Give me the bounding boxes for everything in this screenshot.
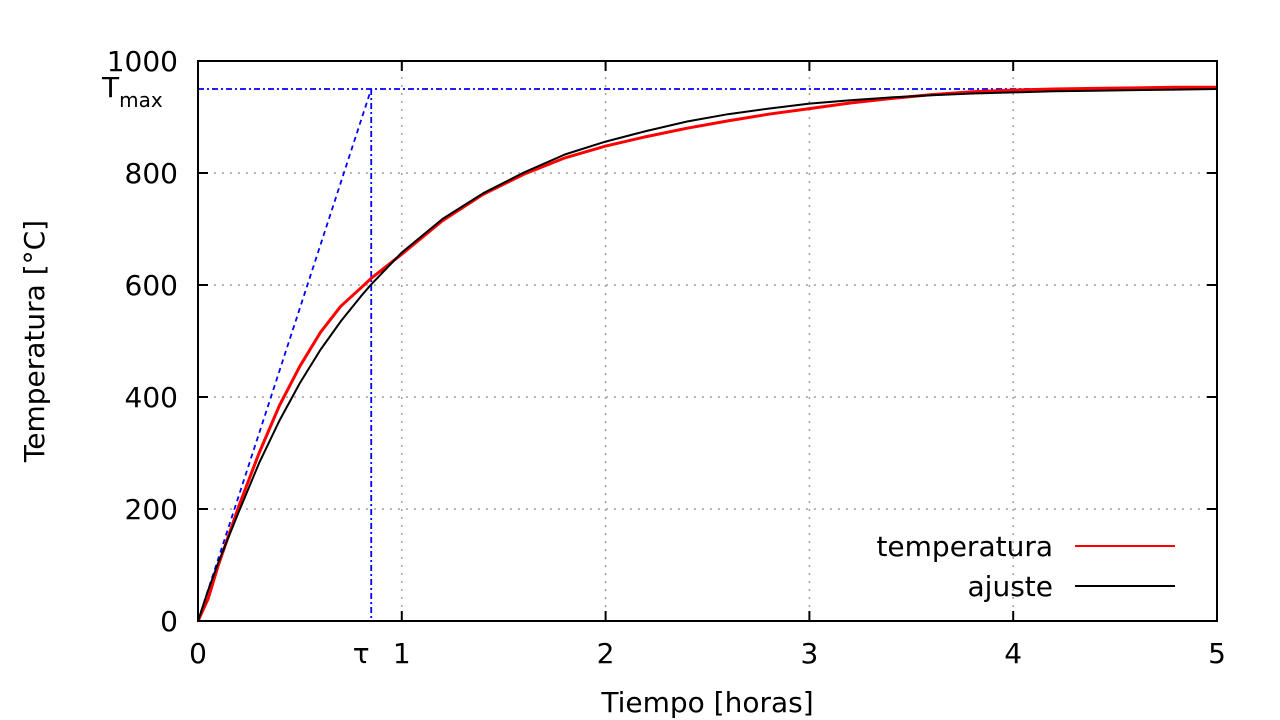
y-tick-label: 200 — [125, 493, 178, 526]
x-tick-label: 5 — [1208, 637, 1226, 670]
legend-label-temperatura: temperatura — [876, 530, 1053, 563]
series-line-temperatura — [196, 85, 1217, 622]
y-tick-label: 800 — [125, 157, 178, 190]
tmax-label-subscript: max — [119, 88, 163, 112]
ticks: 0 1 2 3 4 5 0 200 400 600 800 1000 — [107, 45, 1226, 670]
legend: temperatura ajuste — [876, 530, 1175, 603]
y-tick-label: 400 — [125, 381, 178, 414]
annotations: τ Tmax — [101, 71, 370, 670]
series-line-ajuste — [197, 88, 1218, 622]
x-tick-label: 3 — [800, 637, 818, 670]
x-tick-label: 2 — [597, 637, 615, 670]
plot-frame — [197, 60, 1218, 622]
y-tick-label: 600 — [125, 269, 178, 302]
tau-label: τ — [353, 637, 370, 670]
x-tick-label: 0 — [189, 637, 207, 670]
y-tick-label: 0 — [160, 605, 178, 638]
series — [196, 85, 1218, 622]
x-tick-label: 4 — [1004, 637, 1022, 670]
guides — [197, 88, 1217, 622]
x-tick-label: 1 — [393, 637, 411, 670]
x-axis-label: Tiempo [horas] — [600, 686, 813, 719]
tmax-label: Tmax — [101, 71, 163, 112]
tangent-guide-line — [197, 88, 373, 622]
y-tick-label: 1000 — [107, 45, 178, 78]
y-axis-label: Temperatura [°C] — [18, 220, 51, 463]
grid — [198, 61, 1217, 621]
legend-label-ajuste: ajuste — [968, 570, 1053, 603]
tmax-label-main: T — [101, 71, 120, 104]
